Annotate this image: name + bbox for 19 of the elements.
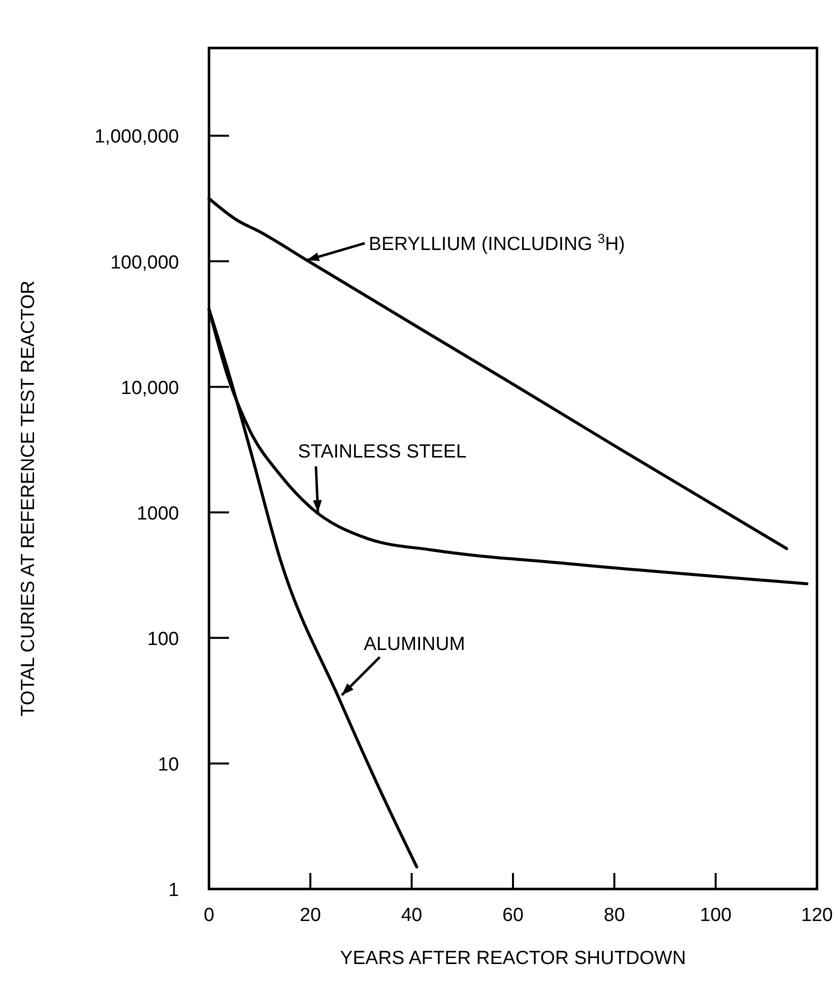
x-tick-label: 0 [204, 905, 214, 926]
x-tick-label: 60 [502, 905, 524, 926]
y-tick-label: 1 [168, 880, 179, 901]
annotation: BERYLLIUM (INCLUDING $^{3}$H) [368, 230, 626, 256]
x-tick-label: 100 [700, 905, 732, 926]
x-axis-title: YEARS AFTER REACTOR SHUTDOWN [340, 948, 686, 969]
y-tick-label: 100,000 [110, 252, 179, 274]
y-tick-label: 100 [147, 628, 179, 650]
y-tick-label: 1,000,000 [94, 126, 179, 148]
y-tick-label: 10,000 [120, 378, 179, 399]
annotation: ALUMINUM [364, 634, 466, 656]
y-axis-title: TOTAL CURIES AT REFERENCE TEST REACTOR [18, 280, 39, 717]
x-tick-label: 80 [604, 905, 625, 926]
y-tick-label: 1000 [136, 503, 179, 524]
x-tick-label: 20 [300, 905, 321, 926]
x-tick-label: 120 [801, 905, 833, 926]
x-tick-label: 40 [401, 905, 422, 926]
annotation: STAINLESS STEEL [298, 441, 467, 462]
y-tick-label: 10 [158, 754, 179, 776]
